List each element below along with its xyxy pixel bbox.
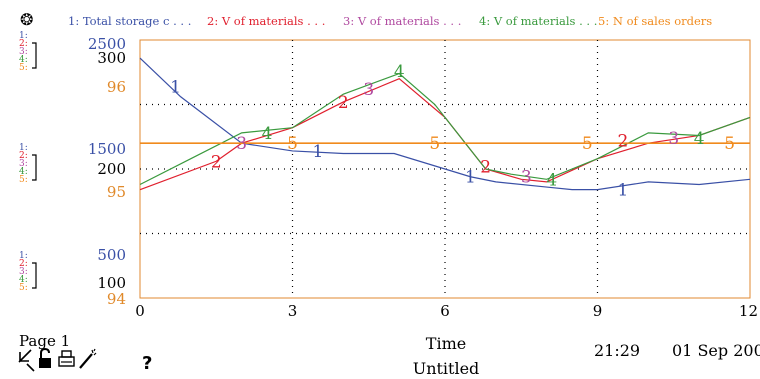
- series-4-marker: 4: [694, 129, 705, 149]
- series-1-marker: 1: [618, 181, 629, 201]
- axis-key-bracket: [32, 42, 37, 69]
- x-tick-label: 0: [135, 302, 145, 320]
- series-2-marker: 2: [211, 152, 222, 172]
- axis-key: 5:: [19, 63, 28, 73]
- series-4-line: [139, 72, 751, 186]
- axis-key: 2:: [19, 151, 28, 161]
- axis-key: 1:: [19, 143, 28, 153]
- series-4-marker: 4: [394, 62, 405, 82]
- series-3-marker: 3: [236, 134, 247, 154]
- series-4-marker: 4: [546, 170, 557, 190]
- help-icon[interactable]: ?: [142, 353, 152, 374]
- series-1-marker: 1: [313, 142, 324, 162]
- series-5-marker: 5: [287, 134, 298, 154]
- legend-entry: 4: V of materials . . .: [479, 14, 597, 28]
- magic-wand-icon[interactable]: [79, 348, 97, 369]
- axis-key: 5:: [19, 283, 28, 293]
- series-3-marker: 3: [668, 129, 679, 149]
- y-labels-mid: 1500 200 95: [88, 140, 126, 201]
- broken-link-icon[interactable]: [18, 349, 35, 372]
- series-2-marker: 2: [618, 132, 629, 152]
- axis-key-bracket: [32, 262, 37, 289]
- lock-icon[interactable]: [39, 347, 51, 368]
- series-2-marker: 2: [480, 157, 491, 177]
- x-tick-label: 3: [288, 302, 298, 320]
- legend-entry: 2: V of materials . . .: [207, 14, 325, 28]
- axis-key: 1:: [19, 251, 28, 261]
- time-label: 21:29: [594, 341, 640, 360]
- x-tick-label: 12: [739, 302, 758, 320]
- axis-keys: 1:2:3:4:5:1:2:3:4:5:1:2:3:4:5:: [19, 31, 37, 293]
- y-label-s1-mid: 1500: [88, 140, 126, 158]
- axis-key: 5:: [19, 175, 28, 185]
- page-label: Page 1: [19, 332, 70, 350]
- axis-key: 3:: [19, 159, 28, 169]
- axis-key: 4:: [19, 167, 28, 177]
- series-1-line: [139, 57, 751, 191]
- toolbar: ?: [18, 347, 152, 374]
- x-ticks: 0 3 6 9 12: [135, 302, 758, 320]
- series-5-marker: 5: [429, 134, 440, 154]
- y-label-s5-bottom: 94: [107, 290, 126, 308]
- print-icon[interactable]: [58, 350, 75, 367]
- axis-key: 2:: [19, 39, 28, 49]
- document-title: Untitled: [413, 359, 480, 378]
- app-icon[interactable]: ❂: [20, 10, 33, 29]
- y-labels-top: 2500 300 96: [88, 35, 126, 96]
- x-axis-label: Time: [426, 334, 466, 353]
- series-5-marker: 5: [724, 134, 735, 154]
- legend: ❂ 1: Total storage c . . . 2: V of materi…: [20, 10, 712, 29]
- y-label-s1-top: 2500: [88, 35, 126, 53]
- axis-key: 1:: [19, 31, 28, 41]
- axis-key: 2:: [19, 259, 28, 269]
- y-label-s2-mid: 200: [97, 160, 126, 178]
- grid: [140, 40, 750, 298]
- series-3-marker: 3: [521, 168, 532, 188]
- series-4-marker: 4: [262, 124, 273, 144]
- series-2-marker: 2: [338, 93, 349, 113]
- y-label-s2-top: 300: [97, 49, 126, 67]
- x-tick-label: 6: [440, 302, 450, 320]
- series-1-marker: 1: [465, 168, 476, 188]
- y-label-s5-top: 96: [107, 78, 126, 96]
- series-5-marker: 5: [582, 134, 593, 154]
- series-3-marker: 3: [363, 80, 374, 100]
- y-label-s1-bottom: 500: [97, 246, 126, 264]
- legend-entry: 5: N of sales orders: [598, 14, 712, 28]
- legend-entry: 3: V of materials . . .: [343, 14, 461, 28]
- series-1-marker: 1: [170, 77, 181, 97]
- axis-key: 4:: [19, 55, 28, 65]
- axis-key: 4:: [19, 275, 28, 285]
- legend-entry: 1: Total storage c . . .: [68, 14, 191, 28]
- y-label-s5-mid: 95: [107, 183, 126, 201]
- axis-key: 3:: [19, 267, 28, 277]
- y-labels-bottom: 500 100 94: [97, 246, 126, 308]
- x-tick-label: 9: [593, 302, 603, 320]
- axis-key: 3:: [19, 47, 28, 57]
- y-label-s2-bottom: 100: [97, 274, 126, 292]
- axis-key-bracket: [32, 154, 37, 181]
